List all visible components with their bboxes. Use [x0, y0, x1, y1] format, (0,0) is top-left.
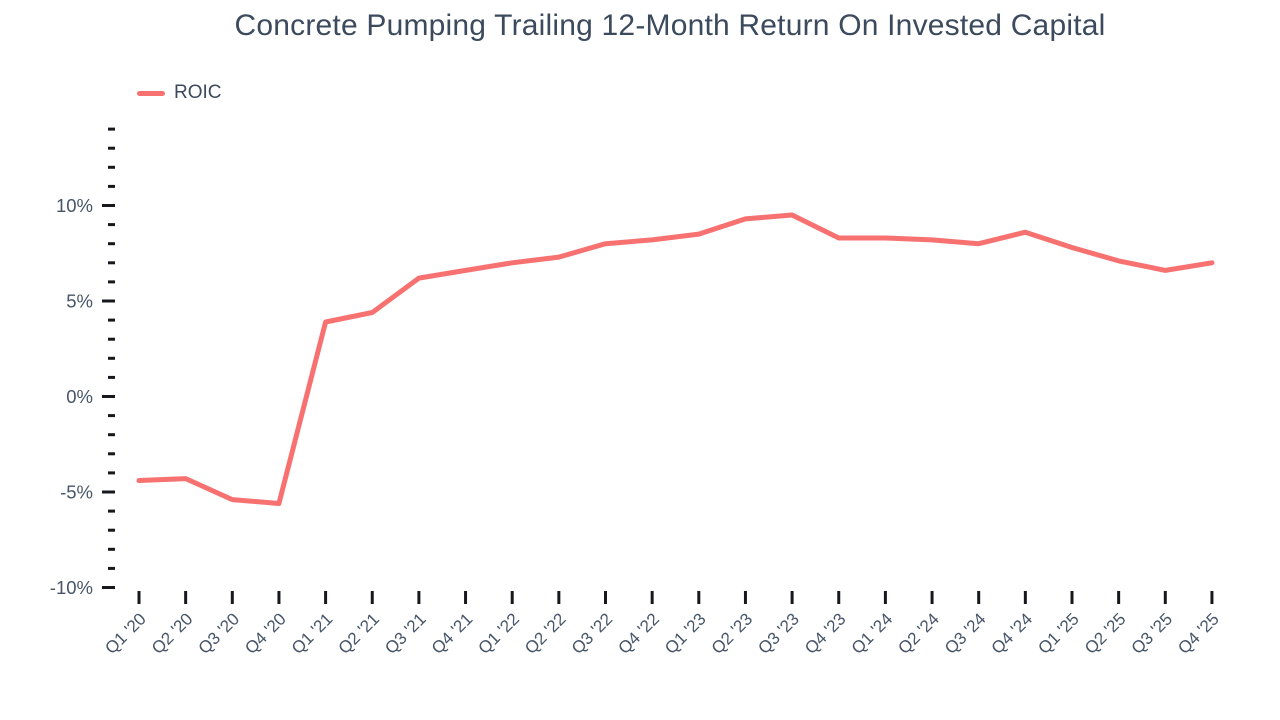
x-axis-label: Q2 '22 — [521, 609, 569, 657]
x-axis-label: Q2 '20 — [148, 609, 196, 657]
x-axis-label: Q3 '21 — [381, 609, 429, 657]
y-axis-label: -5% — [60, 482, 93, 503]
x-axis-label: Q4 '20 — [241, 609, 289, 657]
x-axis-label: Q1 '24 — [848, 609, 896, 657]
x-axis-label: Q1 '25 — [1034, 609, 1082, 657]
roic-series-line — [136, 212, 1215, 506]
x-axis-label: Q2 '21 — [335, 609, 383, 657]
x-axis-label: Q4 '23 — [801, 609, 849, 657]
series-group — [136, 212, 1215, 506]
x-axis-label: Q3 '25 — [1128, 609, 1176, 657]
x-axis-label: Q4 '25 — [1174, 609, 1222, 657]
x-axis-label: Q4 '24 — [988, 609, 1036, 657]
y-axis-label: 5% — [66, 291, 93, 312]
y-axis-label: -10% — [50, 577, 93, 598]
x-axis-label: Q1 '22 — [475, 609, 523, 657]
x-axis-label: Q4 '21 — [428, 609, 476, 657]
y-axis: -10% -5% 0% 5% 10% — [50, 127, 115, 598]
x-axis-label: Q1 '21 — [288, 609, 336, 657]
x-axis-label: Q3 '22 — [568, 609, 616, 657]
x-axis-label: Q3 '20 — [195, 609, 243, 657]
x-axis-label: Q1 '20 — [101, 609, 149, 657]
chart-title: Concrete Pumping Trailing 12-Month Retur… — [234, 9, 1106, 42]
y-axis-label: 0% — [66, 386, 93, 407]
y-axis-label: 10% — [56, 195, 93, 216]
x-axis-label: Q2 '24 — [894, 609, 942, 657]
legend: ROIC — [137, 82, 222, 104]
x-axis-label: Q1 '23 — [661, 609, 709, 657]
x-axis-label: Q4 '22 — [614, 609, 662, 657]
legend-label: ROIC — [174, 82, 222, 103]
roic-line-swatch-icon — [137, 90, 165, 96]
x-axis-label: Q2 '25 — [1081, 609, 1129, 657]
x-axis-label: Q2 '23 — [708, 609, 756, 657]
x-axis-label: Q3 '23 — [754, 609, 802, 657]
x-axis-label: Q3 '24 — [941, 609, 989, 657]
